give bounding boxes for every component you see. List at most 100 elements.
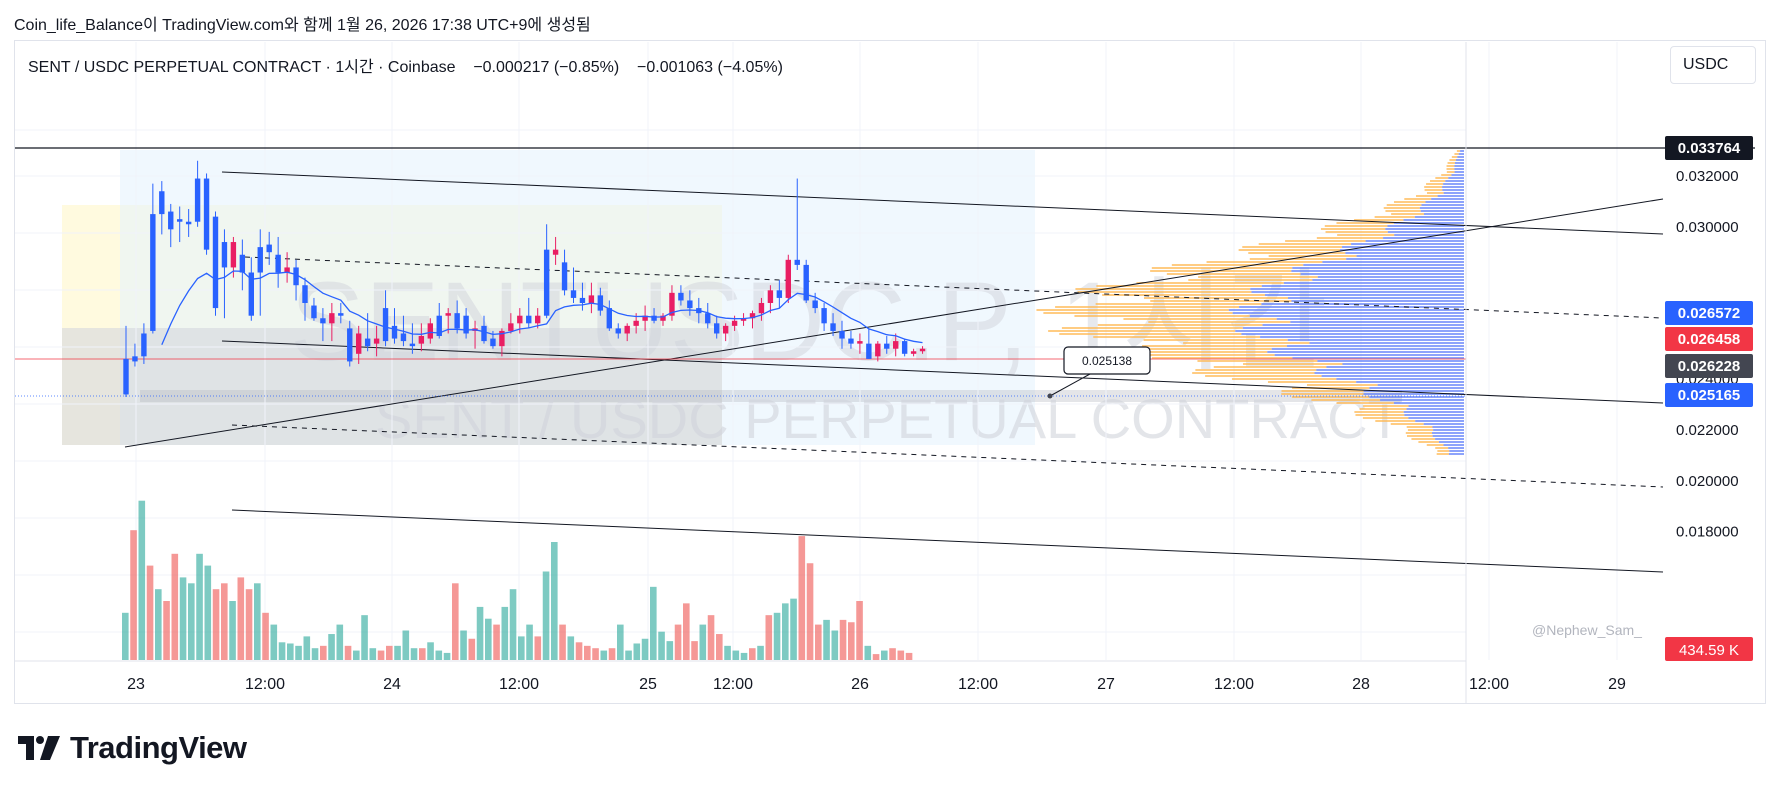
profile-bar	[1423, 423, 1464, 425]
volume-bar	[567, 636, 575, 660]
volume-bar	[872, 654, 880, 660]
profile-bar	[1404, 198, 1432, 200]
profile-bar	[1317, 276, 1464, 278]
profile-bar	[1320, 228, 1386, 230]
volume-bar	[740, 652, 748, 660]
profile-bar	[1325, 231, 1388, 233]
profile-bar	[1093, 336, 1261, 338]
profile-bar	[1205, 375, 1322, 377]
profile-bar	[1148, 321, 1291, 323]
profile-bar	[1336, 402, 1394, 404]
profile-bar	[1455, 159, 1464, 161]
profile-bar	[1437, 195, 1464, 197]
price-tick-label: 0.022000	[1676, 422, 1739, 439]
volume-bar	[518, 636, 525, 660]
profile-bar	[1433, 429, 1464, 431]
profile-bar	[1363, 405, 1409, 407]
candle-body	[481, 325, 487, 342]
profile-bar	[1102, 294, 1265, 296]
profile-bar	[1405, 432, 1432, 434]
volume-bar	[897, 650, 905, 660]
price-tick-label: 0.032000	[1676, 168, 1739, 185]
candle-body	[785, 259, 791, 298]
volume-bar	[773, 612, 781, 660]
candle-body	[848, 338, 854, 344]
channel-bottom-line	[231, 509, 1664, 573]
currency-button[interactable]: USDC	[1670, 46, 1756, 84]
symbol-name[interactable]: SENT / USDC PERPETUAL CONTRACT	[28, 59, 322, 76]
volume-bar	[806, 563, 814, 660]
time-tick-label: 12:00	[499, 676, 539, 693]
symbol-interval[interactable]: 1시간	[335, 59, 374, 76]
profile-bar	[1362, 417, 1409, 419]
time-tick-label: 27	[1097, 676, 1115, 693]
price-tick-label: 0.030000	[1676, 219, 1739, 236]
profile-bar	[1281, 393, 1364, 395]
candle-body	[597, 295, 604, 311]
profile-bar	[1454, 162, 1464, 164]
tradingview-logo[interactable]: TradingView	[18, 728, 247, 768]
profile-bar	[1430, 180, 1446, 182]
profile-bar	[1414, 216, 1464, 218]
profile-bar	[1345, 252, 1464, 254]
profile-bar	[1406, 408, 1464, 410]
volume-bar	[823, 619, 830, 660]
profile-bar	[1408, 417, 1464, 419]
candle-body	[884, 343, 890, 349]
profile-bar	[1198, 276, 1318, 278]
profile-bar	[1316, 237, 1384, 239]
profile-bar	[1248, 252, 1346, 254]
profile-bar	[1242, 246, 1343, 248]
profile-bar	[1365, 240, 1464, 242]
volume-bar	[254, 583, 261, 660]
candle-body	[615, 328, 621, 334]
profile-bar	[1446, 171, 1455, 173]
profile-bar	[1403, 411, 1464, 413]
profile-bar	[1114, 348, 1272, 350]
profile-bar	[1342, 246, 1464, 248]
profile-bar	[1250, 288, 1464, 290]
profile-bar	[1454, 168, 1464, 170]
profile-bar	[1097, 324, 1263, 326]
candle-body	[749, 313, 756, 319]
candle-body	[678, 292, 684, 301]
profile-bar	[1336, 222, 1394, 224]
candle-body	[445, 313, 451, 316]
profile-bar	[1123, 318, 1277, 320]
volume-bar	[311, 648, 319, 660]
profile-bar	[1454, 171, 1464, 173]
volume-bar	[848, 622, 855, 660]
profile-bar	[1241, 333, 1464, 335]
candle-body	[436, 315, 442, 337]
volume-bar	[551, 542, 558, 660]
candle-body	[490, 338, 496, 347]
volume-bar	[361, 615, 368, 660]
volume-bar	[534, 636, 542, 660]
volume-bar	[369, 648, 377, 660]
profile-bar	[1260, 336, 1464, 338]
candle-body	[382, 308, 389, 342]
candle-body	[203, 178, 210, 250]
profile-bar	[1150, 270, 1292, 272]
chart-frame[interactable]	[14, 40, 1766, 704]
volume-bar	[765, 615, 773, 660]
candle-body	[758, 303, 765, 314]
profile-bar	[1375, 420, 1416, 422]
candle-body	[651, 315, 657, 321]
profile-bar	[1238, 249, 1341, 251]
profile-bar	[1435, 447, 1449, 449]
candle-body	[839, 330, 845, 339]
profile-bar	[1311, 399, 1381, 401]
profile-bar	[1411, 438, 1436, 440]
profile-bar	[1171, 264, 1304, 266]
candle-body	[508, 323, 514, 331]
profile-bar	[1408, 405, 1464, 407]
ema-line	[161, 270, 923, 345]
candle-body	[194, 178, 201, 222]
profile-bar	[1403, 219, 1464, 221]
profile-bar	[1441, 174, 1452, 176]
profile-bar	[1267, 381, 1357, 383]
candle-body	[875, 343, 881, 357]
profile-bar	[1374, 216, 1415, 218]
